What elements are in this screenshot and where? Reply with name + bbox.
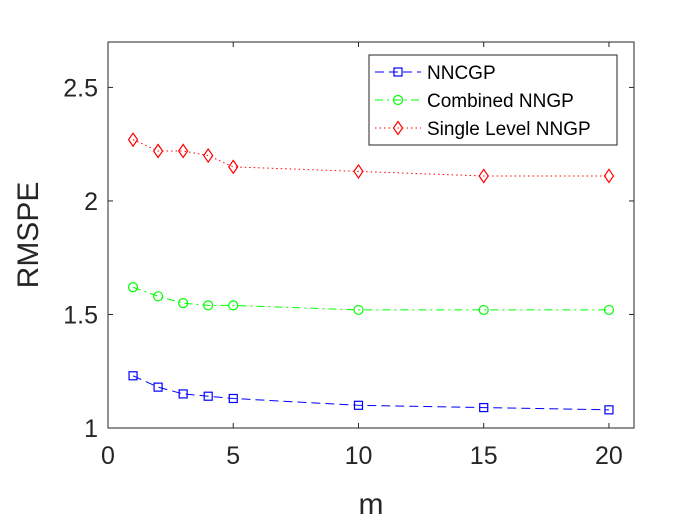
- data-point-marker: [353, 163, 364, 179]
- data-point-marker: [478, 304, 489, 316]
- series-nncgp: [128, 371, 614, 415]
- data-point-marker: [152, 291, 164, 302]
- legend-label: Combined NNGP: [427, 91, 574, 112]
- data-point-marker: [127, 282, 139, 293]
- legend-label: Single Level NNGP: [427, 119, 591, 140]
- data-point-marker: [478, 168, 489, 184]
- data-point-marker: [127, 132, 139, 148]
- data-point-marker: [153, 382, 163, 392]
- y-tick-label: 2: [84, 188, 98, 216]
- legend: NNCGP Combined NNGP Single Level NNGP: [368, 54, 618, 146]
- x-tick-label: 0: [101, 442, 115, 470]
- data-point-marker: [152, 143, 164, 159]
- data-point-marker: [128, 371, 138, 381]
- legend-marker: [392, 94, 404, 106]
- legend-box: [368, 54, 618, 146]
- x-axis-label: m: [359, 488, 384, 521]
- series-layer: [127, 132, 615, 415]
- data-point-marker: [177, 143, 189, 159]
- data-point-marker: [178, 298, 189, 309]
- data-point-marker: [228, 300, 239, 311]
- legend-marker: [392, 120, 404, 136]
- data-point-marker: [603, 304, 615, 316]
- legend-entry: Single Level NNGP: [375, 119, 591, 140]
- data-point-marker: [178, 389, 188, 399]
- data-point-marker: [203, 300, 214, 311]
- x-tick-label: 15: [470, 442, 498, 470]
- series-combined-nngp: [127, 282, 615, 316]
- ticks-layer: 0 5 10 15 20 1 1.5 2 2.5: [63, 42, 634, 470]
- data-point-marker: [203, 391, 213, 401]
- data-point-marker: [479, 402, 489, 413]
- x-tick-label: 5: [226, 442, 240, 470]
- plot-frame: [107, 41, 635, 429]
- legend-label: NNCGP: [427, 63, 496, 84]
- y-axis-label: RMSPE: [12, 182, 45, 289]
- series-single-level-nngp: [127, 132, 615, 184]
- y-tick-label: 2.5: [63, 74, 98, 102]
- data-point-marker: [353, 400, 364, 410]
- x-tick-label: 20: [595, 442, 623, 470]
- legend-marker: [393, 67, 403, 77]
- data-point-marker: [603, 168, 615, 184]
- legend-entry: NNCGP: [375, 63, 496, 84]
- y-tick-label: 1: [84, 415, 98, 443]
- legend-entry: Combined NNGP: [375, 91, 574, 112]
- data-point-marker: [202, 147, 214, 164]
- data-point-marker: [353, 304, 364, 316]
- y-tick-label: 1.5: [63, 301, 98, 329]
- data-point-marker: [604, 405, 614, 415]
- data-point-marker: [228, 159, 239, 175]
- x-tick-label: 10: [345, 442, 373, 470]
- data-point-marker: [228, 393, 238, 404]
